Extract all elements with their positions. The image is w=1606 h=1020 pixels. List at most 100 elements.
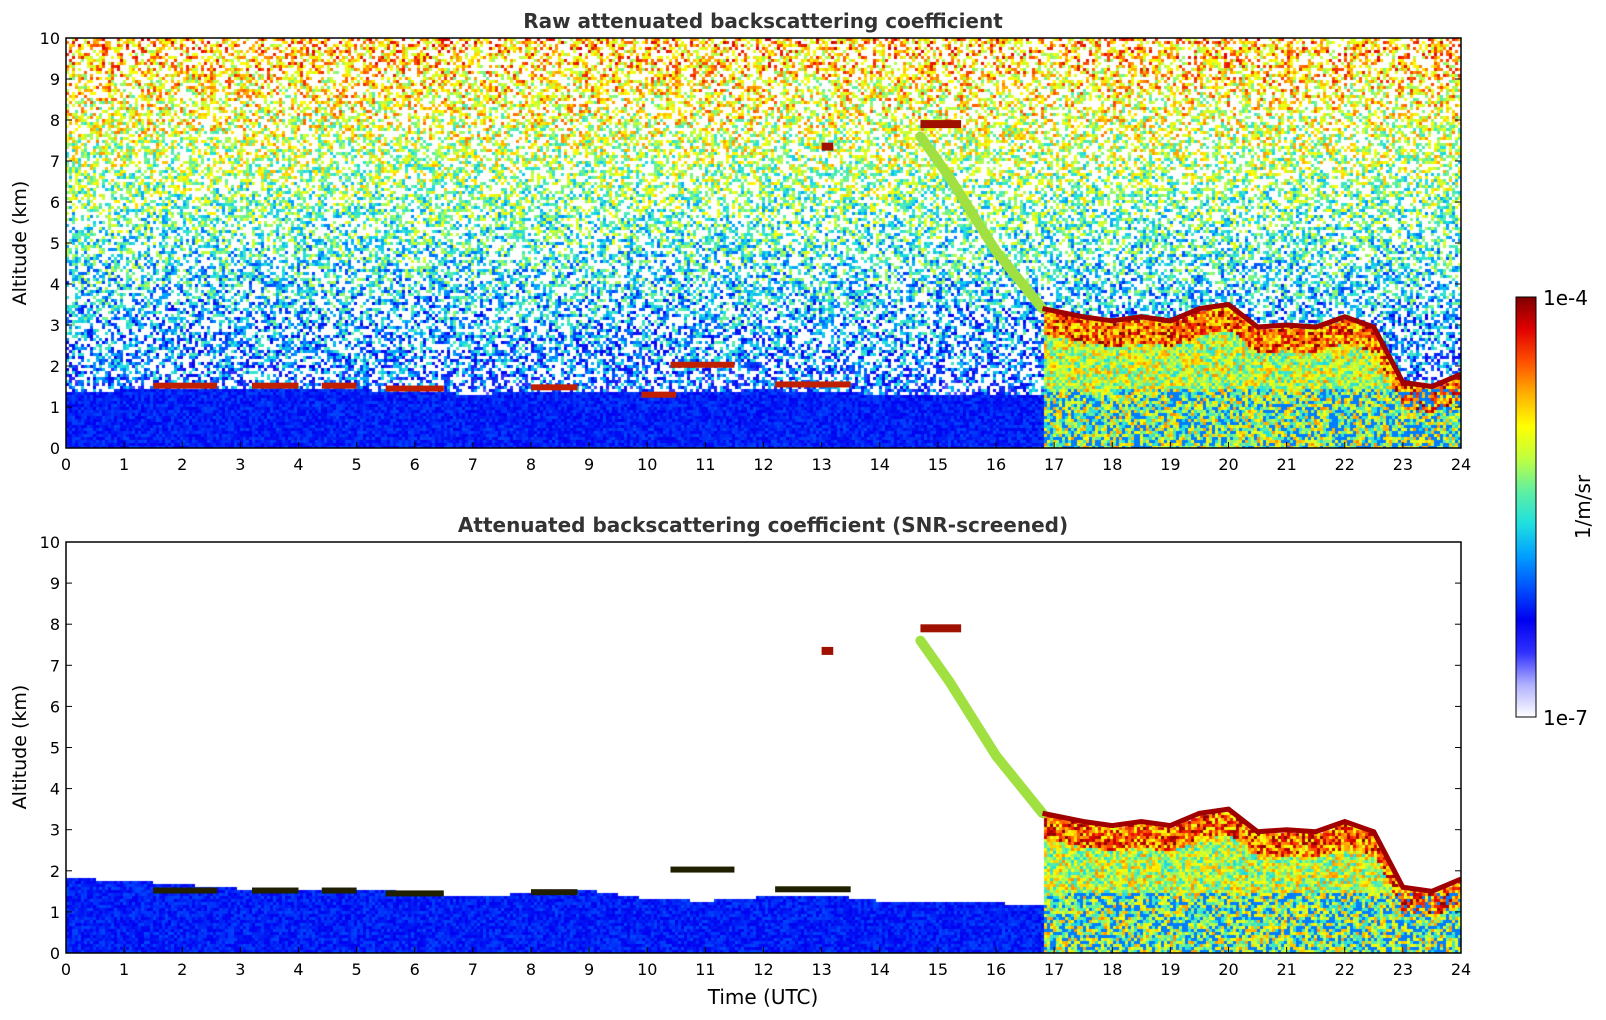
x-tick-label: 13 xyxy=(811,960,831,979)
x-tick-label: 0 xyxy=(61,960,71,979)
x-tick-label: 15 xyxy=(928,960,948,979)
x-axis-raw: 0 1 2 3 4 5 6 7 8 9 10 11 12 13 14 15 16 17 18 19 20 21 22 23 24 xyxy=(61,442,1471,474)
x-tick-label: 11 xyxy=(695,960,715,979)
x-tick-label: 7 xyxy=(468,960,478,979)
cloud-layer-mark xyxy=(670,866,735,873)
y-tick-label: 7 xyxy=(50,656,60,675)
x-tick-label: 14 xyxy=(870,455,890,474)
y-axis-screened: 0 1 2 3 4 5 6 7 8 9 10 xyxy=(40,533,1461,963)
y-tick-label: 5 xyxy=(50,234,60,253)
y-tick-label: 2 xyxy=(50,862,60,881)
x-axis-label: Time (UTC) xyxy=(707,985,819,1009)
heatmap-raster xyxy=(66,542,1461,953)
x-tick-label: 4 xyxy=(293,960,303,979)
cloud-layer-mark xyxy=(775,381,851,388)
x-tick-label: 14 xyxy=(870,960,890,979)
y-tick-label: 7 xyxy=(50,152,60,171)
x-tick-label: 11 xyxy=(695,455,715,474)
x-tick-label: 8 xyxy=(526,960,536,979)
colorbar-max-label: 1e-4 xyxy=(1543,286,1588,310)
x-tick-label: 7 xyxy=(468,455,478,474)
x-tick-label: 5 xyxy=(352,960,362,979)
y-tick-label: 0 xyxy=(50,944,60,963)
x-tick-label: 23 xyxy=(1393,960,1413,979)
x-tick-label: 1 xyxy=(119,455,129,474)
x-tick-label: 5 xyxy=(352,455,362,474)
x-tick-label: 24 xyxy=(1451,960,1471,979)
x-tick-label: 9 xyxy=(584,455,594,474)
x-tick-label: 2 xyxy=(177,960,187,979)
x-tick-label: 20 xyxy=(1218,455,1238,474)
x-tick-label: 10 xyxy=(637,455,657,474)
y-tick-label: 3 xyxy=(50,821,60,840)
cloud-layer-mark xyxy=(385,385,444,392)
cloud-layer-mark xyxy=(252,887,299,894)
x-tick-label: 21 xyxy=(1276,455,1296,474)
panel-screened: Attenuated backscattering coefficient (S… xyxy=(9,513,1471,1009)
x-tick-label: 6 xyxy=(410,455,420,474)
x-tick-label: 12 xyxy=(753,960,773,979)
x-tick-label: 12 xyxy=(753,455,773,474)
x-tick-label: 4 xyxy=(293,455,303,474)
y-tick-label: 6 xyxy=(50,193,60,212)
x-tick-label: 8 xyxy=(526,455,536,474)
y-axis-label-raw: Altitude (km) xyxy=(9,181,31,306)
high-cloud-mark xyxy=(920,624,962,633)
x-tick-label: 24 xyxy=(1451,455,1471,474)
y-tick-label: 8 xyxy=(50,111,60,130)
x-tick-label: 15 xyxy=(928,455,948,474)
x-tick-label: 18 xyxy=(1102,455,1122,474)
colorbar: 1e-4 1e-7 1/m/sr xyxy=(1515,286,1595,730)
cloud-layer-mark xyxy=(531,384,578,391)
cloud-layer-mark xyxy=(531,889,578,896)
x-tick-label: 10 xyxy=(637,960,657,979)
cloud-layer-mark xyxy=(775,886,851,893)
x-tick-label: 16 xyxy=(986,455,1006,474)
plot-area-raw xyxy=(66,38,1461,448)
cloud-layer-mark xyxy=(153,382,218,389)
x-tick-label: 16 xyxy=(986,960,1006,979)
y-tick-label: 3 xyxy=(50,316,60,335)
high-cloud-mark xyxy=(920,120,962,129)
y-tick-label: 9 xyxy=(50,70,60,89)
x-axis-screened: 0 1 2 3 4 5 6 7 8 9 10 11 12 13 14 15 16 17 18 19 20 21 22 23 24 xyxy=(61,947,1471,979)
x-tick-label: 18 xyxy=(1102,960,1122,979)
x-tick-label: 1 xyxy=(119,960,129,979)
x-tick-label: 19 xyxy=(1160,960,1180,979)
y-tick-label: 4 xyxy=(50,780,60,799)
high-cloud-mark xyxy=(821,142,834,151)
x-tick-label: 21 xyxy=(1276,960,1296,979)
y-tick-label: 8 xyxy=(50,615,60,634)
cloud-top-mark xyxy=(1042,806,1461,894)
chart-title-raw: Raw attenuated backscattering coefficien… xyxy=(523,9,1003,33)
y-tick-label: 5 xyxy=(50,739,60,758)
y-tick-label: 9 xyxy=(50,574,60,593)
x-tick-label: 3 xyxy=(235,960,245,979)
cloud-layer-mark xyxy=(385,890,444,897)
x-tick-label: 23 xyxy=(1393,455,1413,474)
x-tick-label: 22 xyxy=(1335,960,1355,979)
plot-area-screened xyxy=(66,542,1461,953)
x-tick-label: 20 xyxy=(1218,960,1238,979)
colorbar-unit-label: 1/m/sr xyxy=(1571,474,1595,539)
y-tick-label: 6 xyxy=(50,697,60,716)
x-tick-label: 9 xyxy=(584,960,594,979)
y-tick-label: 1 xyxy=(50,903,60,922)
x-tick-label: 17 xyxy=(1044,455,1064,474)
cloud-layer-mark xyxy=(670,361,735,368)
x-tick-label: 6 xyxy=(410,960,420,979)
colorbar-gradient xyxy=(1515,296,1537,718)
y-tick-label: 0 xyxy=(50,439,60,458)
x-tick-label: 13 xyxy=(811,455,831,474)
x-tick-label: 2 xyxy=(177,455,187,474)
y-axis-label-screened: Altitude (km) xyxy=(9,685,31,810)
cloud-layer-mark xyxy=(321,887,357,894)
chart-title-screened: Attenuated backscattering coefficient (S… xyxy=(458,513,1068,537)
cloud-layer-mark xyxy=(153,887,218,894)
x-tick-label: 22 xyxy=(1335,455,1355,474)
y-tick-label: 10 xyxy=(40,29,60,48)
panel-raw: Raw attenuated backscattering coefficien… xyxy=(9,9,1471,474)
y-tick-label: 4 xyxy=(50,275,60,294)
cloud-layer-mark xyxy=(641,391,677,398)
